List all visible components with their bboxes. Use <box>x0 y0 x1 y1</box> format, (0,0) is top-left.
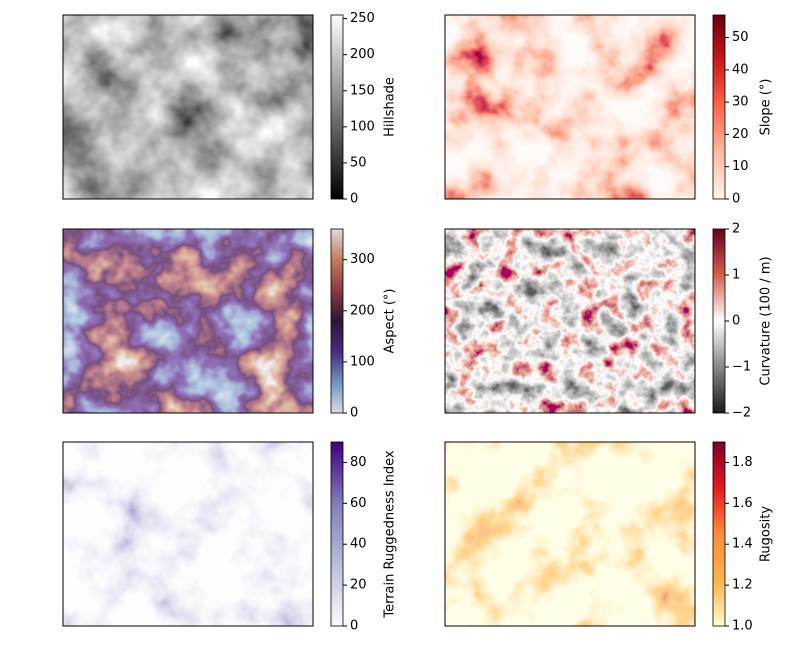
colorbar-tick-label: 20 <box>732 127 749 142</box>
colorbar-tick-label: 1.8 <box>732 455 753 470</box>
axes-frame <box>62 14 314 200</box>
colorbar-tick-label: 1.6 <box>732 496 753 511</box>
colorbar-tick-label: 0 <box>350 406 358 421</box>
axes-frame <box>62 441 314 627</box>
colorbar <box>712 14 726 200</box>
colorbar-tick-label: 1.4 <box>732 537 753 552</box>
axes-frame <box>444 228 696 414</box>
axes-frame <box>62 228 314 414</box>
colorbar-label: Slope (°) <box>759 79 774 136</box>
colorbar-tick-label: 10 <box>732 159 749 174</box>
colorbar <box>712 228 726 414</box>
colorbar-tick-label: 100 <box>350 354 375 369</box>
axes-frame <box>444 14 696 200</box>
axes-frame <box>444 441 696 627</box>
colorbar-tick-label: −2 <box>732 406 751 421</box>
colorbar <box>330 441 344 627</box>
colorbar-tick-label: 200 <box>350 303 375 318</box>
raster <box>445 229 695 413</box>
colorbar-tick-label: 50 <box>350 155 367 170</box>
raster <box>445 15 695 199</box>
colorbar-tick-label: 50 <box>732 30 749 45</box>
colorbar-tick-label: 2 <box>732 222 740 237</box>
raster <box>445 442 695 626</box>
colorbar-tick-label: 0 <box>350 192 358 207</box>
colorbar-tick-label: 80 <box>350 455 367 470</box>
colorbar-tick-label: 250 <box>350 11 375 26</box>
colorbar-tick-label: 0 <box>732 314 740 329</box>
raster <box>63 229 313 413</box>
colorbar-tick-label: 100 <box>350 119 375 134</box>
colorbar-tick-label: 60 <box>350 496 367 511</box>
raster <box>63 442 313 626</box>
colorbar-label: Terrain Ruggedness Index <box>383 450 398 619</box>
colorbar-tick-label: 0 <box>732 192 740 207</box>
colorbar-tick-label: −1 <box>732 360 751 375</box>
colorbar <box>330 14 344 200</box>
colorbar-tick-label: 300 <box>350 252 375 267</box>
colorbar-tick-label: 1 <box>732 268 740 283</box>
colorbar-tick-label: 150 <box>350 83 375 98</box>
raster <box>63 15 313 199</box>
colorbar-tick-label: 1.2 <box>732 578 753 593</box>
colorbar-tick-label: 200 <box>350 47 375 62</box>
colorbar-tick-label: 20 <box>350 578 367 593</box>
colorbar-tick-label: 30 <box>732 95 749 110</box>
colorbar <box>330 228 344 414</box>
colorbar-label: Hillshade <box>383 77 398 137</box>
colorbar-tick-label: 40 <box>350 537 367 552</box>
colorbar-label: Rugosity <box>759 506 774 562</box>
colorbar <box>712 441 726 627</box>
colorbar-label: Curvature (100 / m) <box>759 256 774 385</box>
colorbar-tick-label: 0 <box>350 619 358 634</box>
colorbar-tick-label: 40 <box>732 62 749 77</box>
colorbar-label: Aspect (°) <box>383 289 398 354</box>
colorbar-tick-label: 1.0 <box>732 619 753 634</box>
